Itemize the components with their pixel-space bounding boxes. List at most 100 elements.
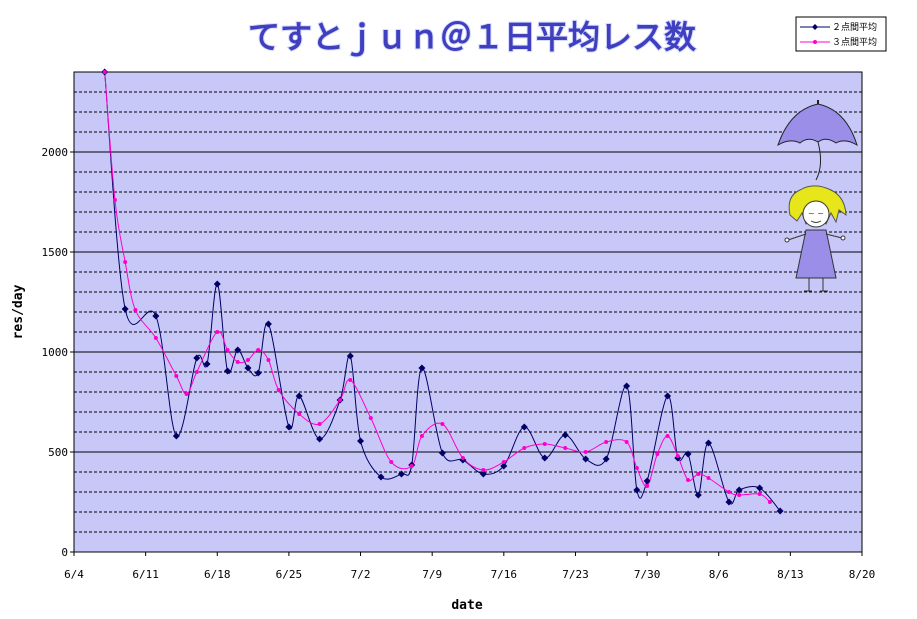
data-point-diamond bbox=[664, 392, 672, 400]
data-point-diamond bbox=[582, 455, 590, 463]
data-point-dot bbox=[563, 446, 568, 450]
data-point-diamond bbox=[244, 364, 252, 372]
girl-eyes-icon: ~ ~ bbox=[808, 209, 824, 218]
x-tick-label: 6/11 bbox=[132, 568, 159, 581]
data-point-dot bbox=[655, 452, 660, 456]
chart-title: てすとｊｕｎ＠１日平均レス数 bbox=[248, 18, 697, 56]
data-point-dot bbox=[757, 492, 762, 496]
data-point-dot bbox=[153, 336, 158, 340]
data-point-dot bbox=[460, 456, 465, 460]
y-axis-label: res/day bbox=[11, 284, 26, 339]
data-point-dot bbox=[409, 464, 414, 468]
data-point-dot bbox=[522, 446, 527, 450]
data-point-diamond bbox=[438, 449, 446, 457]
x-tick-label: 7/30 bbox=[634, 568, 661, 581]
umbrella-handle bbox=[815, 141, 822, 181]
data-point-diamond bbox=[213, 280, 221, 288]
data-point-diamond bbox=[735, 486, 743, 494]
data-point-diamond bbox=[193, 354, 201, 362]
data-point-dot bbox=[112, 198, 117, 202]
data-point-diamond bbox=[285, 423, 293, 431]
girl-left-arm bbox=[787, 233, 807, 241]
data-point-diamond bbox=[172, 432, 180, 440]
data-point-dot bbox=[481, 468, 486, 472]
data-point-diamond bbox=[295, 392, 303, 400]
data-point-diamond bbox=[500, 462, 508, 470]
data-point-dot bbox=[245, 358, 250, 362]
data-point-diamond bbox=[633, 486, 641, 494]
x-tick-label: 7/16 bbox=[491, 568, 518, 581]
data-point-diamond bbox=[541, 454, 549, 462]
girl-mouth bbox=[810, 220, 822, 223]
data-point-diamond bbox=[264, 320, 272, 328]
data-point-dot bbox=[706, 476, 711, 480]
data-point-dot bbox=[696, 472, 701, 476]
data-point-diamond bbox=[776, 507, 784, 515]
umbrella-girl-illustration: ~ ~ bbox=[777, 100, 858, 292]
series-1-line bbox=[104, 72, 781, 512]
data-point-dot bbox=[583, 450, 588, 454]
data-point-diamond bbox=[152, 312, 160, 320]
x-tick-label: 6/25 bbox=[276, 568, 303, 581]
data-point-diamond bbox=[756, 484, 764, 492]
y-tick-label: 500 bbox=[48, 446, 68, 459]
data-point-dot bbox=[419, 434, 424, 438]
x-tick-label: 7/9 bbox=[422, 568, 442, 581]
legend-marker-dot bbox=[813, 40, 817, 44]
data-point-dot bbox=[133, 308, 138, 312]
data-point-dot bbox=[389, 460, 394, 464]
x-tick-label: 8/20 bbox=[849, 568, 876, 581]
data-point-dot bbox=[767, 500, 772, 504]
data-point-dot bbox=[501, 460, 506, 464]
x-tick-label: 6/4 bbox=[64, 568, 84, 581]
y-tick-label: 0 bbox=[61, 546, 68, 559]
girl-right-arm bbox=[825, 233, 843, 239]
legend-label-series-1: ２点間平均 bbox=[832, 21, 877, 33]
girl-right-hand bbox=[840, 235, 846, 241]
data-point-diamond bbox=[643, 477, 651, 485]
data-point-dot bbox=[675, 454, 680, 458]
x-tick-labels: 6/4 6/11 6/18 6/25 7/2 7/9 7/16 7/23 7/30 8/6 8/13… bbox=[64, 552, 875, 581]
legend-label-series-2: ３点間平均 bbox=[832, 36, 877, 48]
data-point-dot bbox=[297, 412, 302, 416]
data-point-dot bbox=[542, 442, 547, 446]
data-point-dot bbox=[102, 70, 107, 74]
girl-dress bbox=[795, 229, 837, 279]
data-point-diamond bbox=[602, 455, 610, 463]
data-point-dot bbox=[645, 484, 650, 488]
data-point-diamond bbox=[346, 352, 354, 360]
data-point-dot bbox=[215, 330, 220, 334]
x-tick-label: 8/6 bbox=[709, 568, 729, 581]
x-tick-label: 8/13 bbox=[777, 568, 804, 581]
data-point-dot bbox=[624, 440, 629, 444]
data-point-dot bbox=[317, 422, 322, 426]
data-point-diamond bbox=[623, 382, 631, 390]
legend: ２点間平均 ３点間平均 bbox=[795, 16, 887, 52]
data-point-diamond bbox=[121, 305, 129, 313]
data-point-diamond bbox=[520, 423, 528, 431]
data-point-dot bbox=[338, 398, 343, 402]
data-point-dot bbox=[737, 493, 742, 497]
data-point-diamond bbox=[704, 439, 712, 447]
data-point-diamond bbox=[561, 431, 569, 439]
data-point-dot bbox=[348, 378, 353, 382]
data-point-dot bbox=[726, 490, 731, 494]
chart-title-group: てすとｊｕｎ＠１日平均レス数 bbox=[247, 17, 698, 57]
data-point-diamond bbox=[224, 367, 232, 375]
legend-marker-diamond bbox=[812, 24, 818, 30]
data-point-dot bbox=[368, 416, 373, 420]
data-point-diamond bbox=[377, 473, 385, 481]
data-point-dot bbox=[634, 466, 639, 470]
x-tick-label: 7/23 bbox=[562, 568, 589, 581]
data-point-dot bbox=[235, 360, 240, 364]
data-point-dot bbox=[665, 434, 670, 438]
data-point-diamond bbox=[397, 470, 405, 478]
data-point-diamond bbox=[684, 450, 692, 458]
girl-left-hand bbox=[784, 237, 790, 243]
data-point-dot bbox=[256, 348, 261, 352]
y-tick-label: 1500 bbox=[42, 246, 69, 259]
x-axis-label: date bbox=[451, 598, 482, 613]
data-point-diamond bbox=[316, 435, 324, 443]
girl-face bbox=[802, 200, 830, 228]
